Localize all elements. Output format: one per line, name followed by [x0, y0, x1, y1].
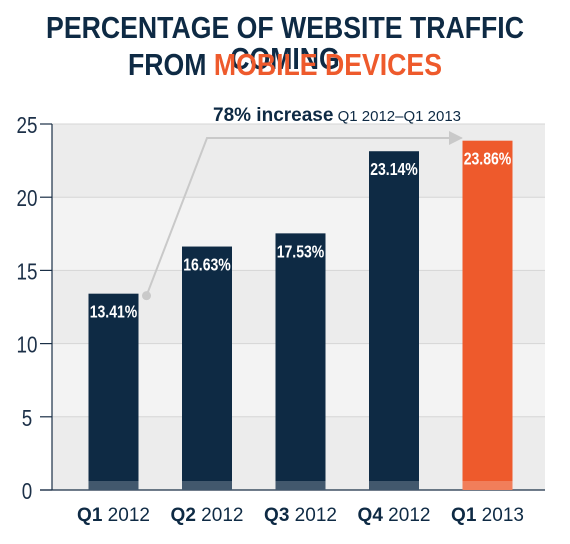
bar — [182, 246, 232, 490]
bar — [275, 233, 326, 491]
bar-value-label: 23.14% — [370, 160, 418, 180]
bar — [88, 293, 139, 490]
y-tick-label: 20 — [17, 187, 38, 212]
annotation-label: 78% increase Q1 2012–Q1 2013 — [213, 105, 461, 126]
x-tick-label: Q1 2013 — [451, 505, 524, 526]
title-prefix: FROM — [127, 47, 214, 82]
bar-value-label: 16.63% — [183, 255, 231, 275]
x-tick-label: Q2 2012 — [171, 505, 244, 526]
y-tick-label: 0 — [22, 479, 32, 504]
bar-base-shade — [462, 481, 513, 490]
title-accent: MOBILE DEVICES — [213, 47, 443, 82]
bar-base-shade — [182, 481, 232, 490]
annotation-arrow — [145, 131, 463, 297]
chart-title-line-1: PERCENTAGE OF WEBSITE TRAFFIC COMING — [46, 10, 524, 76]
bar — [462, 140, 513, 490]
y-tick-label: 15 — [17, 260, 38, 285]
x-tick-label: Q3 2012 — [264, 505, 337, 526]
bar-value-label: 17.53% — [277, 242, 325, 262]
bar-value-label: 23.86% — [464, 149, 512, 169]
x-tick-label: Q4 2012 — [358, 505, 431, 526]
bar-value-label: 13.41% — [90, 302, 138, 322]
bar-base-shade — [88, 481, 139, 490]
y-tick-label: 5 — [22, 406, 32, 431]
bar — [369, 151, 419, 490]
bar-base-shade — [369, 481, 419, 490]
y-tick-label: 25 — [17, 113, 38, 138]
x-tick-label: Q1 2012 — [77, 505, 150, 526]
chart-title-line-2: FROM MOBILE DEVICES — [40, 49, 530, 80]
y-tick-label: 10 — [17, 333, 38, 358]
bar-base-shade — [275, 481, 326, 490]
